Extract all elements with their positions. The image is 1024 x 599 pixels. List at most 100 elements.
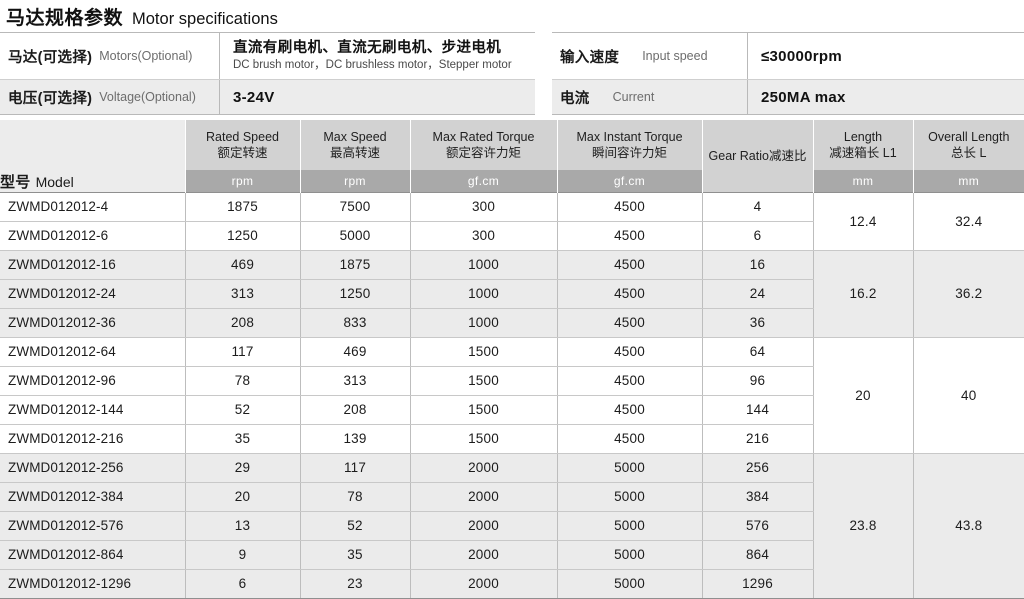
header-label-en: Overall Length — [914, 129, 1024, 146]
cell-gear-ratio: 24 — [702, 279, 813, 308]
cell-max-instant-torque: 4500 — [557, 308, 702, 337]
header-unit-length: mm — [813, 170, 913, 192]
cell-max-instant-torque: 5000 — [557, 482, 702, 511]
cell-rated-speed: 208 — [185, 308, 300, 337]
cell-gear-ratio: 16 — [702, 250, 813, 279]
cell-max-rated-torque: 2000 — [410, 511, 557, 540]
cell-model: ZWMD012012-16 — [0, 250, 185, 279]
cell-model: ZWMD012012-36 — [0, 308, 185, 337]
cell-model: ZWMD012012-6 — [0, 221, 185, 250]
spec-block-left: 马达(可选择) Motors(Optional) 直流有刷电机、直流无刷电机、步… — [0, 32, 535, 115]
spec-row-motors: 马达(可选择) Motors(Optional) 直流有刷电机、直流无刷电机、步… — [0, 33, 535, 79]
header-label-en: Max Instant Torque — [558, 129, 702, 146]
cell-max-rated-torque: 2000 — [410, 482, 557, 511]
cell-model: ZWMD012012-144 — [0, 395, 185, 424]
spec-label-voltage: 电压(可选择) Voltage(Optional) — [0, 80, 220, 114]
cell-max-instant-torque: 4500 — [557, 395, 702, 424]
cell-max-rated-torque: 2000 — [410, 540, 557, 569]
cell-max-speed: 208 — [300, 395, 410, 424]
spec-value-current: 250MA max — [748, 80, 1024, 114]
cell-gear-ratio: 384 — [702, 482, 813, 511]
spec-value-voltage: 3-24V — [220, 80, 535, 114]
cell-max-instant-torque: 4500 — [557, 279, 702, 308]
cell-max-instant-torque: 5000 — [557, 511, 702, 540]
page-title-cn: 马达规格参数 — [6, 3, 123, 30]
cell-model: ZWMD012012-64 — [0, 337, 185, 366]
header-label-cn: 减速比 — [769, 149, 807, 163]
spec-block-right: 输入速度 Input speed ≤30000rpm 电流 Current 25… — [552, 32, 1024, 115]
cell-overall-length: 32.4 — [913, 192, 1024, 250]
cell-max-speed: 78 — [300, 482, 410, 511]
header-model-en: Model — [36, 174, 74, 190]
spec-value-motors-en: DC brush motor，DC brushless motor，Steppe… — [233, 58, 535, 72]
cell-max-speed: 1250 — [300, 279, 410, 308]
header-label-cn: 额定转速 — [186, 145, 300, 162]
header-label-cn: 额定容许力矩 — [411, 145, 557, 162]
cell-max-instant-torque: 5000 — [557, 540, 702, 569]
header-label-en: Max Speed — [301, 129, 410, 146]
cell-max-speed: 313 — [300, 366, 410, 395]
cell-overall-length: 40 — [913, 337, 1024, 453]
header-unit-max-speed: rpm — [300, 170, 410, 192]
header-model-cn: 型号 — [0, 174, 31, 191]
cell-rated-speed: 29 — [185, 453, 300, 482]
header-label-en: Gear Ratio — [709, 149, 769, 163]
page-title-en: Motor specifications — [132, 10, 278, 29]
cell-gear-ratio: 864 — [702, 540, 813, 569]
cell-length-l1: 20 — [813, 337, 913, 453]
spec-value-current-text: 250MA max — [761, 89, 1024, 106]
cell-length-l1: 16.2 — [813, 250, 913, 337]
cell-gear-ratio: 256 — [702, 453, 813, 482]
cell-model: ZWMD012012-216 — [0, 424, 185, 453]
spec-label-voltage-cn: 电压(可选择) — [8, 87, 92, 108]
spec-value-motors-cn: 直流有刷电机、直流无刷电机、步进电机 — [233, 40, 535, 57]
cell-gear-ratio: 216 — [702, 424, 813, 453]
cell-max-rated-torque: 300 — [410, 192, 557, 221]
cell-model: ZWMD012012-576 — [0, 511, 185, 540]
cell-max-rated-torque: 1500 — [410, 424, 557, 453]
spec-value-input-speed-text: ≤30000rpm — [761, 48, 1024, 65]
cell-rated-speed: 13 — [185, 511, 300, 540]
cell-rated-speed: 313 — [185, 279, 300, 308]
cell-max-speed: 5000 — [300, 221, 410, 250]
cell-max-speed: 7500 — [300, 192, 410, 221]
header-label-en: Length — [814, 129, 913, 146]
cell-gear-ratio: 6 — [702, 221, 813, 250]
cell-rated-speed: 1250 — [185, 221, 300, 250]
page-title: 马达规格参数 Motor specifications — [6, 3, 278, 30]
cell-max-speed: 833 — [300, 308, 410, 337]
cell-rated-speed: 78 — [185, 366, 300, 395]
header-unit-max-rated-torque: gf.cm — [410, 170, 557, 192]
header-unit-rated-speed: rpm — [185, 170, 300, 192]
header-cell-model: 型号 Model — [0, 120, 185, 192]
header-cell-gear-ratio: Gear Ratio减速比 — [702, 120, 813, 192]
cell-max-instant-torque: 4500 — [557, 192, 702, 221]
cell-max-instant-torque: 5000 — [557, 453, 702, 482]
cell-rated-speed: 35 — [185, 424, 300, 453]
cell-gear-ratio: 4 — [702, 192, 813, 221]
header-label-cn: 减速箱长 L1 — [814, 145, 913, 162]
header-label-cn: 最高转速 — [301, 145, 410, 162]
cell-gear-ratio: 96 — [702, 366, 813, 395]
cell-max-speed: 35 — [300, 540, 410, 569]
cell-max-rated-torque: 1500 — [410, 395, 557, 424]
header-unit-max-instant-torque: gf.cm — [557, 170, 702, 192]
header-label-en: Max Rated Torque — [411, 129, 557, 146]
cell-overall-length: 43.8 — [913, 453, 1024, 598]
spec-value-motors: 直流有刷电机、直流无刷电机、步进电机 DC brush motor，DC bru… — [220, 33, 535, 79]
cell-model: ZWMD012012-864 — [0, 540, 185, 569]
header-label-en: Rated Speed — [186, 129, 300, 146]
